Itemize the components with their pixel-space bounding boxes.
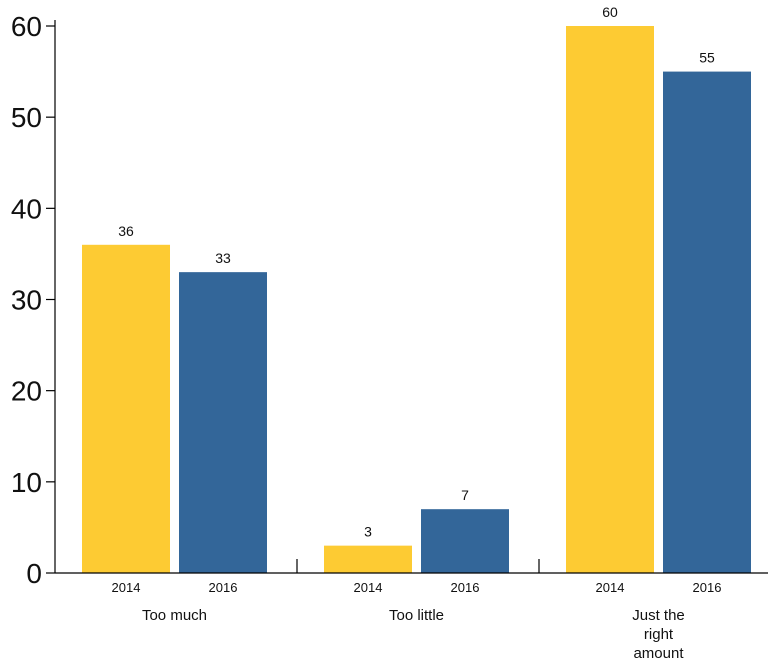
series-year-label: 2014 (112, 580, 141, 595)
series-year-label: 2014 (596, 580, 625, 595)
data-label: 33 (215, 250, 231, 266)
category-label: amount (633, 645, 684, 662)
data-label: 7 (461, 487, 469, 503)
y-tick-label: 0 (26, 558, 42, 589)
bar-2016 (663, 71, 751, 573)
category-label: Too little (389, 607, 444, 624)
data-label: 60 (602, 4, 618, 20)
category-label: Too much (142, 607, 207, 624)
y-tick-label: 20 (11, 376, 42, 407)
series-year-label: 2016 (209, 580, 238, 595)
y-tick-label: 40 (11, 193, 42, 224)
data-label: 36 (118, 223, 134, 239)
bar-2014 (82, 244, 170, 574)
y-axis: 0 10 20 30 40 50 60 (11, 11, 56, 589)
data-label: 55 (699, 50, 715, 66)
series-year-label: 2016 (451, 580, 480, 595)
bar-2016 (421, 509, 509, 573)
category-label: Just the (632, 607, 685, 624)
y-tick-label: 60 (11, 11, 42, 42)
data-label: 3 (364, 524, 372, 540)
bar-2014 (324, 545, 412, 573)
bar-2016 (179, 272, 267, 573)
y-tick-label: 30 (11, 285, 42, 316)
bar-2014 (566, 26, 654, 573)
y-tick-label: 50 (11, 102, 42, 133)
category-label: right (644, 626, 674, 643)
series-year-label: 2016 (693, 580, 722, 595)
series-year-label: 2014 (354, 580, 383, 595)
y-tick-label: 10 (11, 467, 42, 498)
